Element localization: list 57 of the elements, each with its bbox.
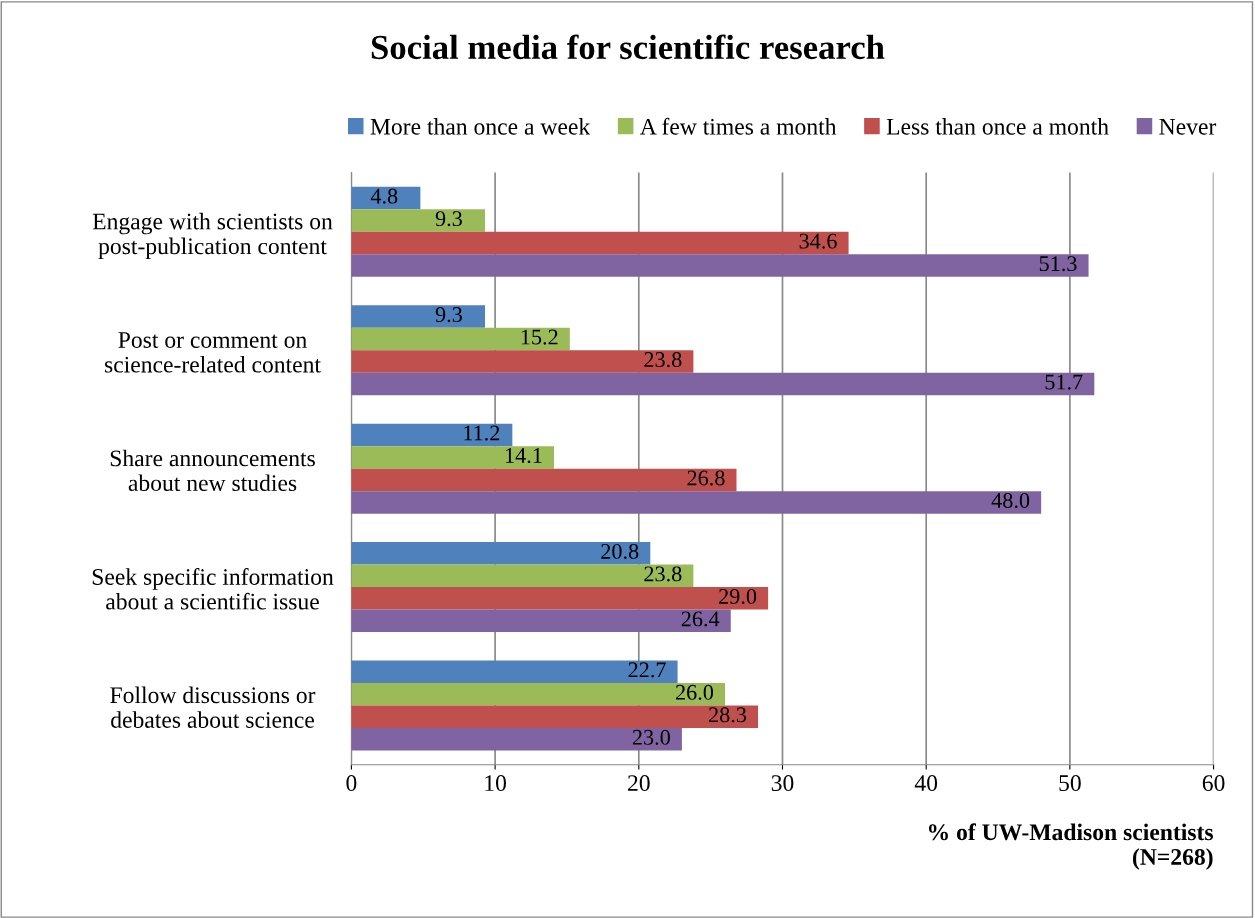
bar	[351, 254, 1089, 277]
data-label: 29.0	[719, 588, 757, 604]
bar	[351, 423, 513, 447]
data-label: 48.0	[991, 492, 1030, 509]
x-tick-label: 60	[1202, 775, 1225, 792]
bar	[351, 564, 694, 588]
y-tick-label: Follow discussions or debates about science	[110, 686, 316, 728]
legend-label: Never	[1159, 119, 1217, 135]
data-label: 14.1	[505, 448, 542, 464]
data-label: 26.4	[681, 611, 720, 627]
y-tick-label: Engage with scientists on post-publication content	[92, 212, 333, 260]
y-tick-label: Post or comment on science-related content	[105, 332, 321, 373]
x-tick-label: 10	[485, 775, 506, 792]
legend-label: Less than once a month	[886, 118, 1109, 135]
x-tick-label: 0	[346, 775, 357, 792]
y-tick-label: Share announcements about new studies	[110, 449, 315, 492]
data-label: 15.2	[521, 329, 558, 345]
bar	[351, 705, 759, 728]
bar	[351, 727, 682, 751]
bar	[351, 231, 849, 255]
x-tick-label: 20	[628, 775, 650, 792]
bar	[351, 327, 570, 351]
x-tick-label: 30	[771, 775, 794, 792]
bar	[351, 609, 731, 633]
data-label: 20.8	[601, 543, 639, 559]
bar	[351, 209, 486, 232]
data-label: 22.7	[628, 662, 666, 678]
data-label: 11.2	[464, 425, 500, 441]
x-axis-title: % of UW-Madison scientists (N=268)	[928, 823, 1214, 870]
bar	[351, 350, 694, 373]
chart-title: Social media for scientific research	[371, 34, 885, 60]
data-label: 34.6	[799, 233, 837, 249]
bar	[351, 682, 726, 706]
data-label: 28.3	[709, 707, 747, 723]
data-label: 23.8	[644, 352, 682, 368]
bar	[351, 468, 737, 492]
bar	[351, 305, 486, 328]
bar	[351, 587, 769, 610]
data-label: 26.8	[687, 470, 725, 486]
data-label: 51.7	[1045, 374, 1083, 390]
data-label: 9.3	[435, 307, 462, 323]
x-tick-label: 40	[914, 775, 938, 792]
x-tick-label: 50	[1059, 775, 1081, 792]
bar	[351, 542, 651, 565]
legend-label: A few times a month	[640, 117, 837, 135]
data-label: 23.0	[632, 729, 670, 745]
data-label: 9.3	[435, 211, 462, 227]
bar	[351, 660, 678, 683]
data-label: 4.8	[370, 188, 398, 204]
bar	[351, 491, 1042, 514]
data-label: 51.3	[1039, 256, 1077, 272]
data-label: 23.8	[644, 566, 682, 582]
data-label: 26.0	[675, 684, 714, 700]
y-tick-label: Seek specific information about a scientific issue	[92, 568, 334, 610]
legend-label: More than once a week	[370, 118, 591, 135]
bar	[351, 372, 1095, 396]
bar	[351, 446, 555, 469]
